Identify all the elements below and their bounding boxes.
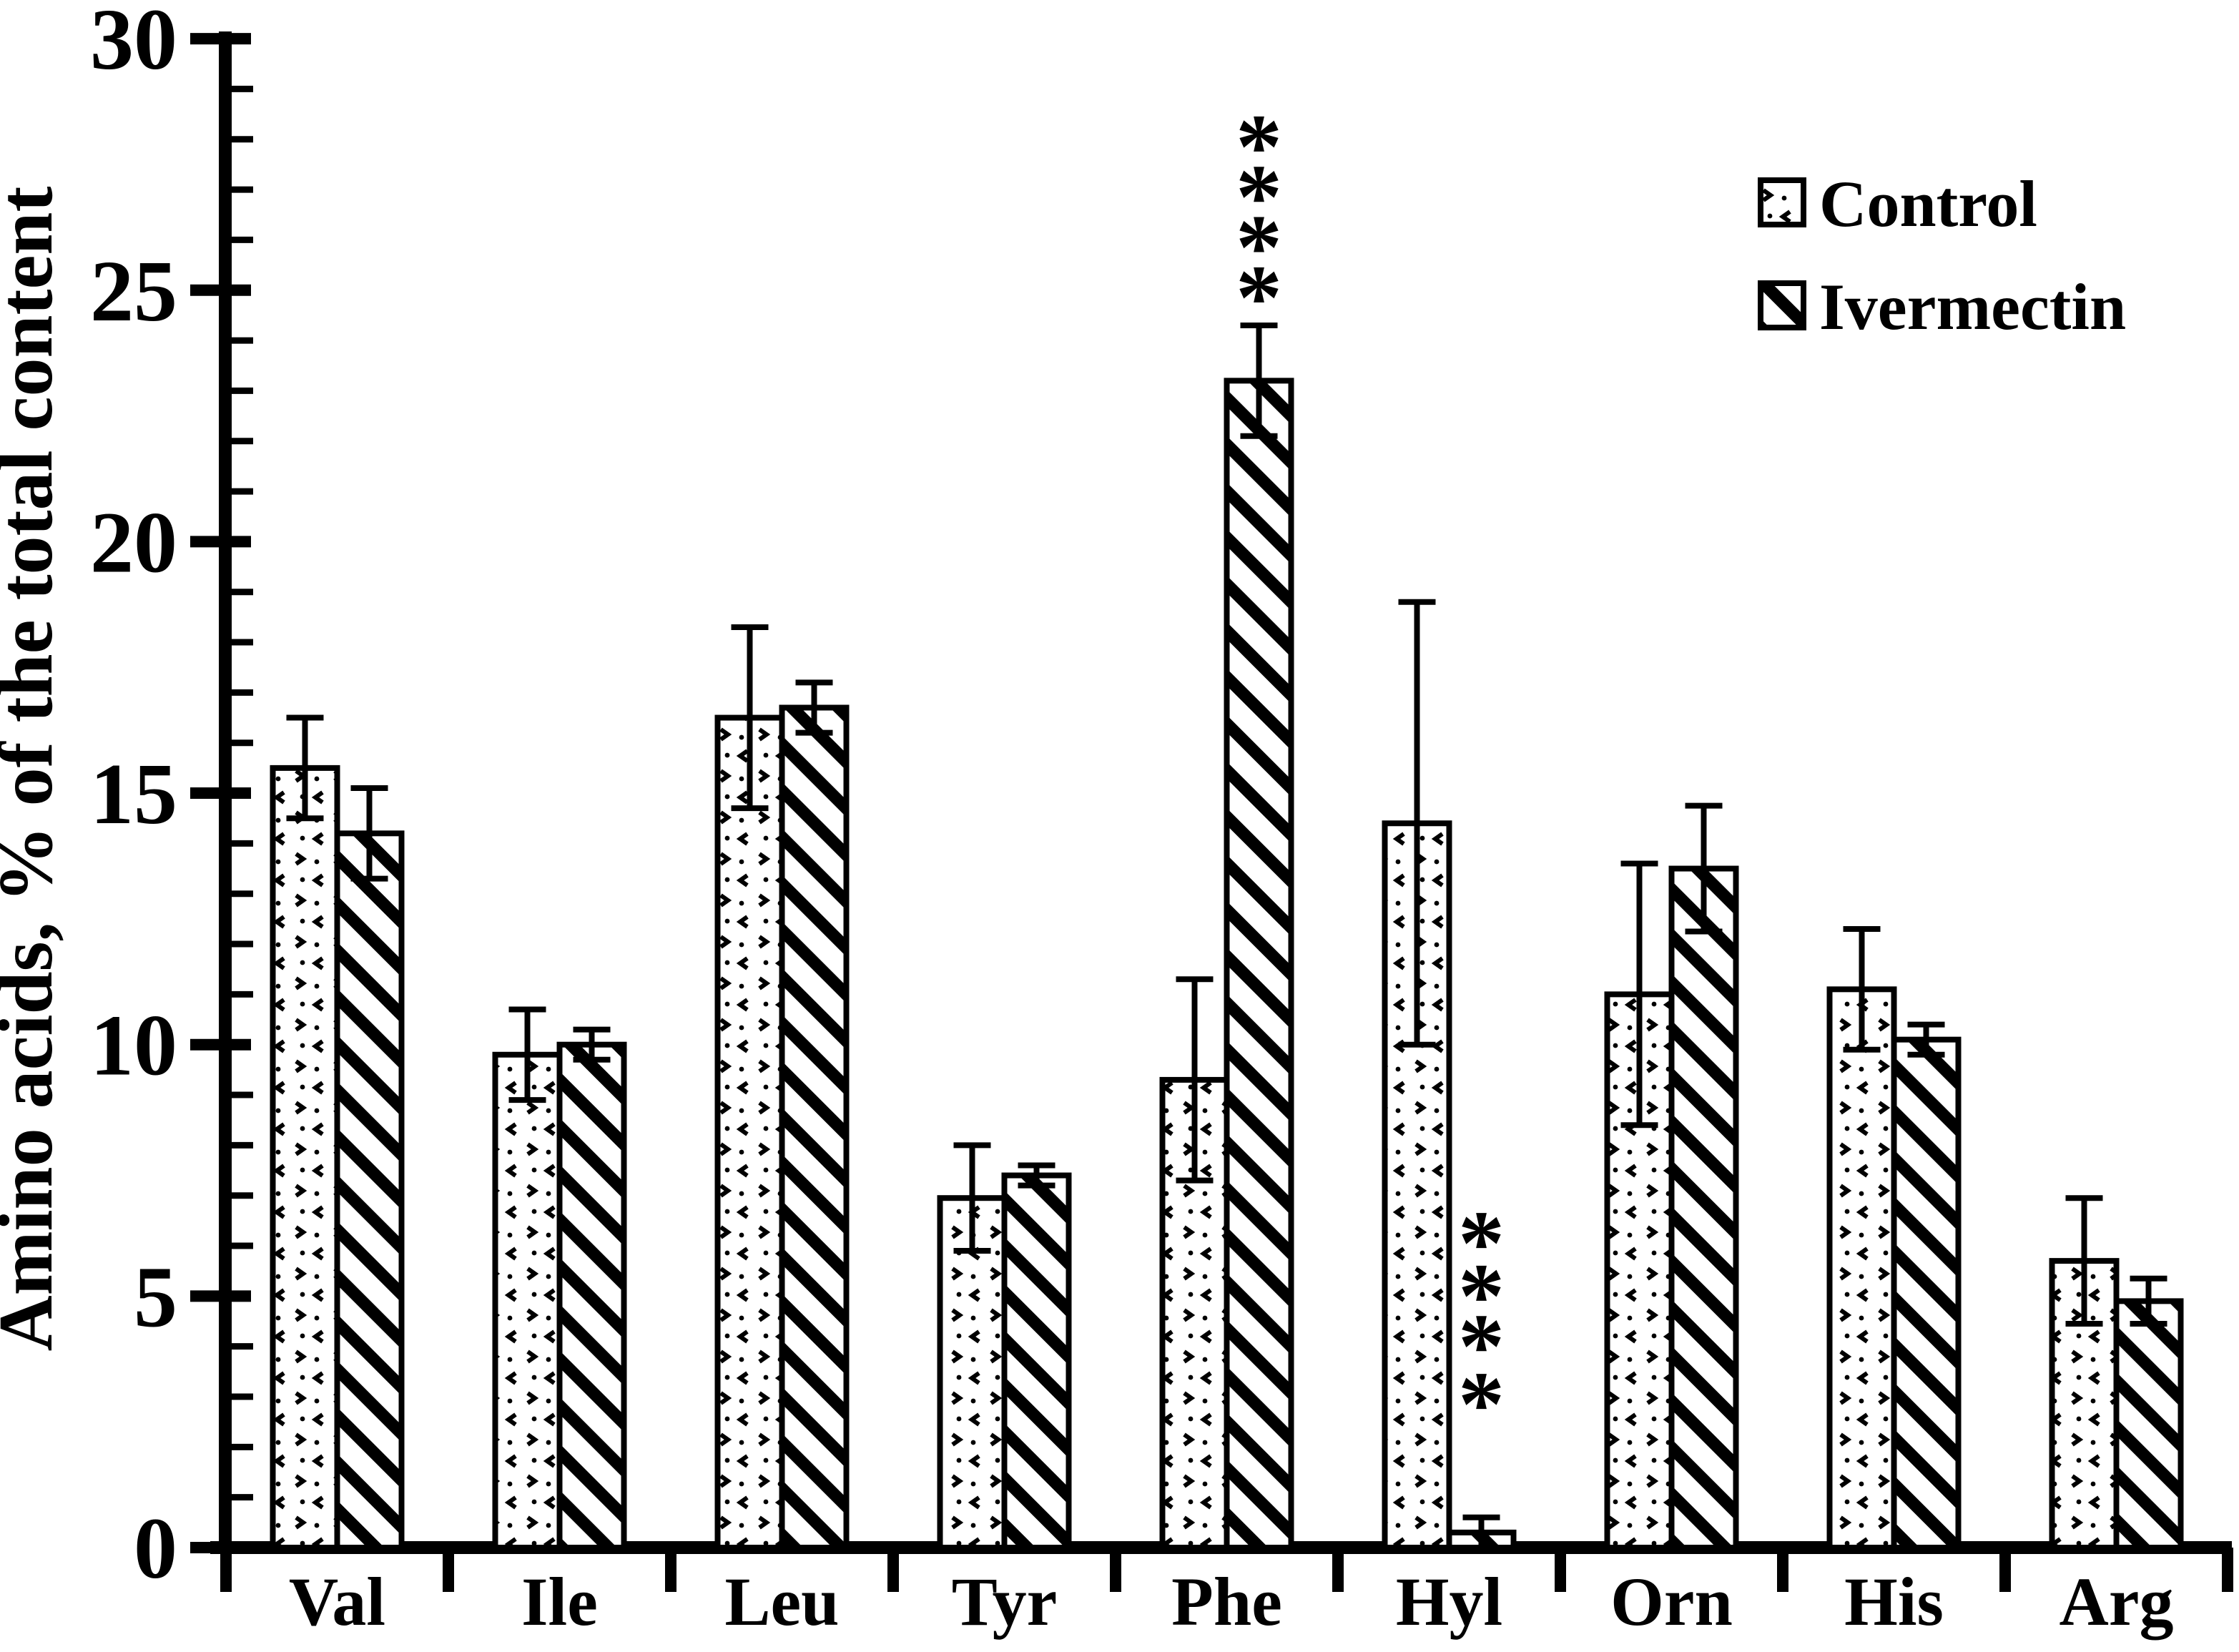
errorbar-control-Phe — [1176, 976, 1214, 1184]
x-category-label: Hyl — [1396, 1563, 1502, 1640]
bar-ivermectin-Orn — [1668, 865, 1739, 1551]
y-tick-label: 20 — [90, 494, 177, 591]
asterisk-glyph: * — [1236, 146, 1282, 249]
bar-ivermectin-His — [1891, 1036, 1962, 1550]
errorbar-ivermectin-Hyl — [1462, 1514, 1500, 1550]
bar-control-Val — [270, 764, 340, 1550]
bar-ivermectin-Arg — [2113, 1298, 2184, 1551]
bar-ivermectin-Leu — [779, 704, 850, 1550]
errorbar-ivermectin-Leu — [795, 679, 833, 736]
errorbar-control-Hyl — [1398, 599, 1436, 1048]
y-tick-label: 10 — [90, 998, 177, 1094]
annotations: ******** — [1236, 96, 1505, 1456]
bar-ivermectin-Ile — [556, 1041, 627, 1550]
x-category-label: Orn — [1610, 1563, 1733, 1640]
asterisk-glyph: * — [1236, 247, 1282, 350]
bar-control-Leu — [714, 714, 785, 1550]
y-tick-label: 30 — [90, 0, 177, 88]
asterisk-glyph: * — [1458, 1295, 1505, 1398]
legend-swatch-ivermectin — [1758, 280, 1806, 330]
bar-ivermectin-Tyr — [1001, 1172, 1072, 1550]
y-tick-label: 15 — [90, 746, 177, 842]
y-axis-title: Amino acids, % of the total content — [0, 187, 69, 1352]
y-axis: 0 5 10 15 20 25 30 Amino acids, % of the total … — [0, 0, 253, 1597]
legend-label-control: Control — [1819, 167, 2037, 240]
errorbar-ivermectin-Orn — [1685, 802, 1723, 935]
bar-ivermectin-Val — [334, 830, 405, 1550]
errorbar-control-Tyr — [953, 1142, 991, 1254]
bar-control-Ile — [492, 1051, 563, 1550]
legend: Control Ivermectin — [1758, 167, 2126, 343]
errorbar-ivermectin-Arg — [2130, 1275, 2167, 1327]
errorbar-control-Orn — [1620, 860, 1658, 1129]
significance-asterisks-Hyl: **** — [1458, 1192, 1505, 1456]
errorbar-control-Leu — [731, 624, 769, 812]
errorbar-control-Ile — [508, 1006, 546, 1103]
bars — [270, 378, 2184, 1551]
legend-swatch-control — [1758, 177, 1806, 227]
x-category-label: Tyr — [952, 1563, 1058, 1640]
x-category-label: Ile — [521, 1563, 598, 1640]
asterisk-glyph: * — [1236, 96, 1282, 199]
y-tick-label: 5 — [134, 1249, 177, 1345]
x-category-label: Phe — [1171, 1563, 1282, 1640]
errorbar-ivermectin-Val — [350, 785, 388, 882]
bar-ivermectin-Phe — [1224, 378, 1294, 1550]
bar-control-His — [1826, 986, 1897, 1551]
error-bars — [286, 322, 2167, 1550]
errorbar-control-Val — [286, 714, 324, 822]
asterisk-glyph: * — [1236, 196, 1282, 299]
x-category-label: Val — [289, 1563, 385, 1640]
errorbar-ivermectin-Tyr — [1018, 1162, 1055, 1189]
errorbar-control-His — [1843, 925, 1881, 1053]
errorbar-control-Arg — [2065, 1195, 2103, 1327]
x-category-label: His — [1844, 1563, 1944, 1640]
asterisk-glyph: * — [1458, 1353, 1505, 1456]
legend-label-ivermectin: Ivermectin — [1819, 270, 2126, 343]
errorbar-ivermectin-Phe — [1240, 322, 1278, 439]
y-tick-label: 0 — [134, 1500, 177, 1597]
asterisk-glyph: * — [1458, 1192, 1505, 1295]
y-tick-label: 25 — [90, 243, 177, 340]
errorbar-ivermectin-Ile — [573, 1026, 611, 1063]
x-category-label: Arg — [2060, 1563, 2174, 1640]
asterisk-glyph: * — [1458, 1245, 1505, 1348]
significance-asterisks-Phe: **** — [1236, 96, 1282, 350]
errorbar-ivermectin-His — [1907, 1021, 1945, 1058]
x-category-label: Leu — [724, 1563, 839, 1640]
